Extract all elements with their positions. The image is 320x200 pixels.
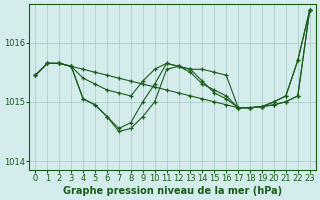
X-axis label: Graphe pression niveau de la mer (hPa): Graphe pression niveau de la mer (hPa) <box>63 186 282 196</box>
